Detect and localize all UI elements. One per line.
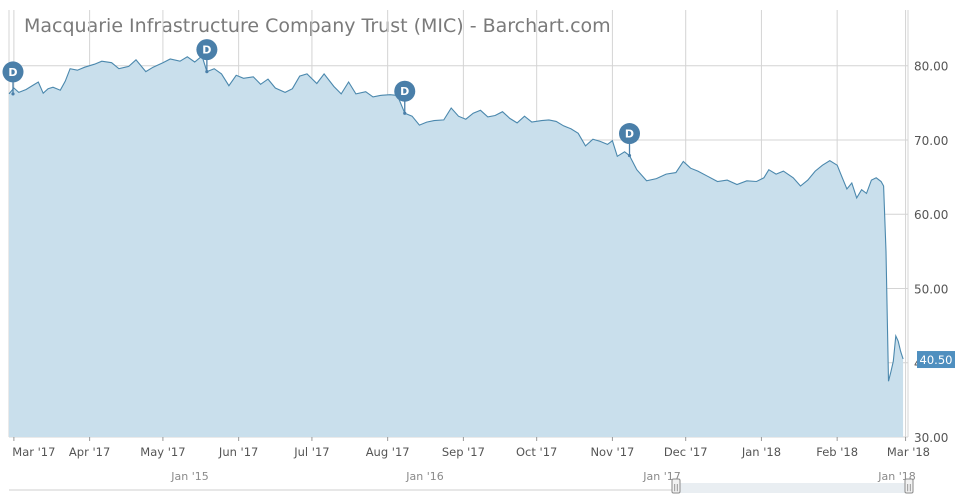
navigator-selection [677,483,907,493]
dividend-marker[interactable] [394,80,416,102]
dividend-marker-dot [11,92,15,96]
x-tick-label: Aug '17 [366,445,410,459]
dividend-marker[interactable] [619,123,641,145]
y-tick-label: 80.00 [914,60,948,74]
x-tick-label: Oct '17 [516,445,557,459]
x-tick-label: Feb '18 [816,445,858,459]
chart-title: Macquarie Infrastructure Company Trust (… [24,15,611,37]
dividend-marker-dot [205,70,209,74]
navigator-label: Jan '17 [642,470,680,483]
dividend-marker-label: D [8,66,17,79]
x-tick-label: Dec '17 [664,445,708,459]
dividend-marker[interactable] [2,61,24,83]
x-tick-label: Nov '17 [590,445,634,459]
last-price-badge [917,351,955,369]
navigator-label: Jan '16 [405,470,443,483]
x-tick-label: Mar '17 [12,445,55,459]
x-tick-label: Jul '17 [293,445,329,459]
y-tick-label: 30.00 [914,431,948,445]
navigator-handle-left-grip: || [674,484,679,492]
last-price-label: 40.50 [920,353,953,367]
x-tick-label: May '17 [140,445,185,459]
price-line [8,55,904,382]
navigator-handle-right[interactable] [904,478,914,494]
dividend-marker-label: D [625,128,634,141]
price-area [9,56,904,437]
dividend-marker-dot [627,153,632,158]
navigator-label: Jan '15 [170,470,208,483]
dividend-marker-label: D [400,85,409,98]
x-tick-label: Apr '17 [69,445,110,459]
dividend-marker[interactable] [196,39,218,61]
x-tick-label: Jan '18 [741,445,781,459]
y-tick-label: 70.00 [914,134,948,148]
dividend-marker-dot [403,111,407,115]
y-tick-label: 50.00 [914,282,948,296]
x-tick-label: Sep '17 [442,445,485,459]
navigator-handle-right-grip: || [907,484,912,492]
dividend-marker-label: D [202,44,211,57]
navigator-handle-left[interactable] [671,478,681,494]
x-tick-label: Jun '17 [218,445,258,459]
x-tick-label: Mar '18 [887,445,930,459]
y-tick-label: 60.00 [914,208,948,222]
